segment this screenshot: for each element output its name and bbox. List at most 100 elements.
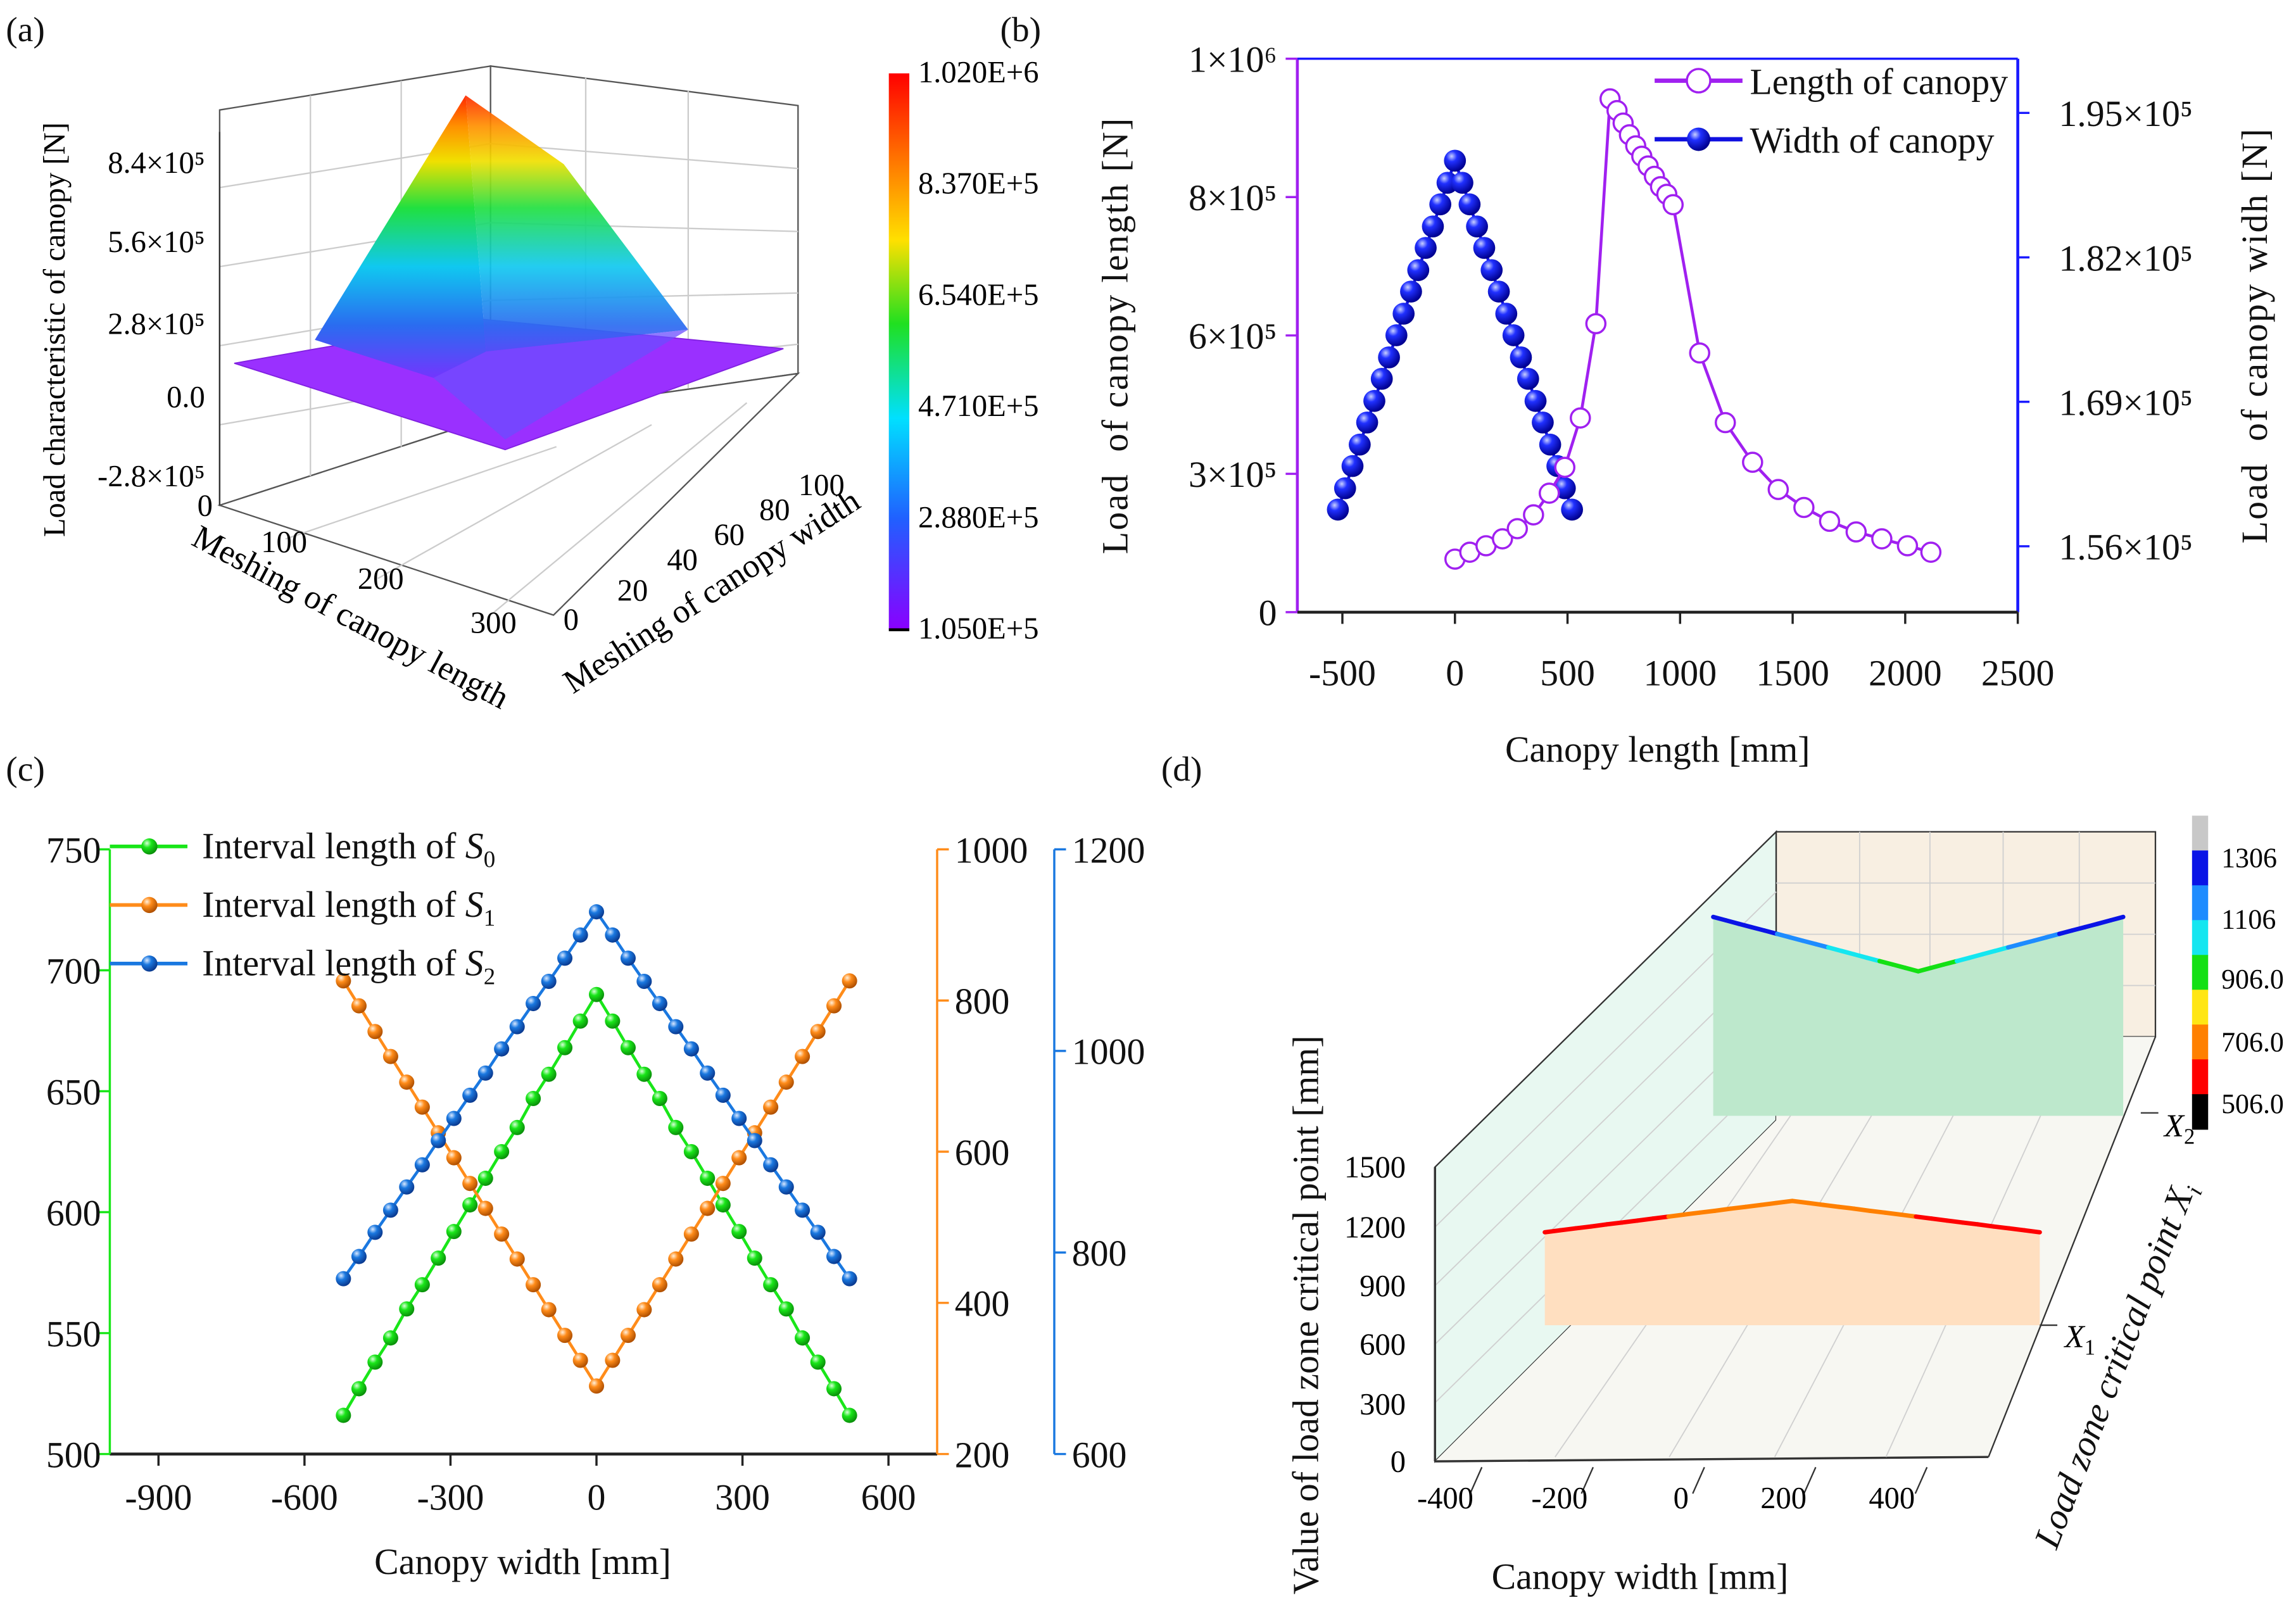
panel-label-d: (d) (1161, 750, 1202, 789)
series-point-S0 (700, 1171, 716, 1186)
length-of-canopy-point (1819, 510, 1841, 532)
colorbar: 1.020E+6 8.370E+5 6.540E+5 4.710E+5 2.88… (888, 55, 1039, 646)
series-point-S0 (462, 1197, 478, 1213)
series-point-S0 (572, 1013, 588, 1029)
line-segment-X1 (1945, 1218, 1965, 1225)
line-segment-X2 (1724, 918, 1741, 926)
series-point-S2 (572, 927, 588, 943)
length-of-canopy-point (1715, 412, 1736, 434)
legend-var: S (465, 884, 484, 925)
width-of-canopy-point (1363, 389, 1385, 412)
left-y-tick-label: 1×10⁶ (1189, 39, 1277, 80)
length-of-canopy-point (1570, 407, 1591, 429)
legend-var: S (465, 825, 484, 866)
width-of-canopy-point (1473, 237, 1496, 259)
y-tick-label-S1: 400 (955, 1283, 1010, 1325)
legend-text: Interval length of (202, 825, 465, 866)
line-segment-X1 (1759, 1200, 1779, 1207)
series-point-S1 (494, 1226, 510, 1242)
width-of-canopy-point (1392, 303, 1415, 325)
y-tick-label: 60 (714, 518, 745, 552)
legend-text: Interval length of (202, 884, 465, 925)
label-sub: 1 (2085, 1335, 2095, 1359)
colorbar-tick-label: 4.710E+5 (918, 389, 1039, 423)
series-point-S2 (526, 996, 541, 1012)
series-point-S2 (399, 1179, 415, 1195)
surface-front-slope (433, 329, 688, 439)
legend-marker-S2 (141, 955, 158, 972)
series-point-S2 (414, 1157, 430, 1173)
label-sub: 2 (2184, 1124, 2195, 1149)
surface-peak-right-face (465, 95, 688, 352)
length-of-canopy-point (1793, 496, 1815, 519)
line-segment-X1 (2006, 1226, 2027, 1233)
line-segment-X1 (1619, 1218, 1640, 1225)
line-segment-X1 (1851, 1206, 1872, 1213)
z-tick-label: 300 (1359, 1387, 1406, 1421)
width-of-canopy-point (1341, 455, 1364, 477)
x-tick-label: -500 (1309, 653, 1376, 694)
line-segment-X1 (1542, 1228, 1563, 1235)
y-tick-label-S0: 650 (46, 1071, 101, 1112)
legend-sub: 2 (484, 964, 496, 990)
series-point-S1 (367, 1024, 383, 1040)
colorbar-band (2192, 1059, 2209, 1095)
z-axis: 8.4×10⁵ 5.6×10⁵ 2.8×10⁵ 0.0 -2.8×10⁵ (98, 132, 221, 506)
floor-right-edge (1988, 1036, 2157, 1457)
line-segment-X1 (2022, 1228, 2042, 1235)
line-segment-X1 (1976, 1222, 1996, 1229)
line-segment-X2 (1749, 924, 1767, 933)
line-segment-X1 (1681, 1210, 1702, 1217)
colorbar-band (2192, 1024, 2209, 1061)
line-segment-X1 (1650, 1214, 1671, 1221)
legend-width-label: Width of canopy (1750, 120, 1994, 161)
series-point-S2 (668, 1019, 684, 1035)
series-point-S2 (588, 904, 605, 920)
series-point-S1 (588, 1378, 605, 1394)
colorbar-band (2192, 990, 2209, 1026)
series-point-S1 (810, 1024, 826, 1040)
length-of-canopy-point (1506, 518, 1529, 539)
colorbar-tick-label: 706.0 (2221, 1027, 2284, 1058)
colorbar-tick-label: 906.0 (2221, 964, 2284, 995)
panel-label-c: (c) (6, 750, 45, 789)
series-point-S1 (462, 1176, 478, 1192)
floor (217, 372, 800, 616)
series-point-S1 (795, 1048, 811, 1064)
series-point-S2 (509, 1019, 525, 1035)
length-of-canopy-point (1845, 521, 1867, 543)
series-point-S2 (462, 1087, 478, 1103)
x-tick-label: 200 (358, 562, 404, 596)
y-tick-label-S2: 600 (1072, 1434, 1127, 1475)
line-segment-X2 (1993, 945, 2010, 954)
line-segment-X2 (1851, 952, 1869, 960)
x-tick-label: 1500 (1756, 653, 1829, 694)
series-point-S0 (526, 1090, 541, 1107)
legend-text: Interval length of (202, 942, 465, 983)
z-axis-label: Load characteristic of canopy [N] (37, 122, 72, 537)
series-point-S1 (636, 1302, 652, 1318)
legend-label-S1: Interval length of S1 (202, 884, 495, 931)
series-point-S0 (636, 1066, 652, 1082)
line-segment-X1 (1805, 1200, 1826, 1207)
left-y-tick-label: 6×10⁵ (1189, 316, 1277, 357)
series-point-S1 (652, 1277, 667, 1293)
series-point-S1 (778, 1074, 794, 1090)
x-tick-label: -600 (271, 1476, 338, 1518)
line-segment-X1 (1836, 1204, 1857, 1211)
legend-width-marker (1687, 127, 1710, 151)
series-point-S2 (842, 1271, 857, 1287)
length-of-canopy-point (1767, 479, 1789, 500)
line-segment-X1 (1712, 1206, 1733, 1213)
d-colorbar: 1306 1106 906.0 706.0 506.0 (2192, 815, 2284, 1130)
series-point-S1 (763, 1099, 779, 1115)
x-axis: 0 100 200 300 (198, 488, 517, 639)
width-of-canopy-point (1415, 237, 1437, 259)
x-tick-label: 200 (1760, 1481, 1807, 1515)
panel-label-b: (b) (1000, 11, 1041, 49)
series-point-S0 (795, 1330, 811, 1346)
series-point-S1 (683, 1226, 699, 1242)
series-point-S2 (431, 1133, 446, 1149)
width-of-canopy-point (1517, 367, 1539, 390)
series-point-S0 (605, 1013, 621, 1029)
